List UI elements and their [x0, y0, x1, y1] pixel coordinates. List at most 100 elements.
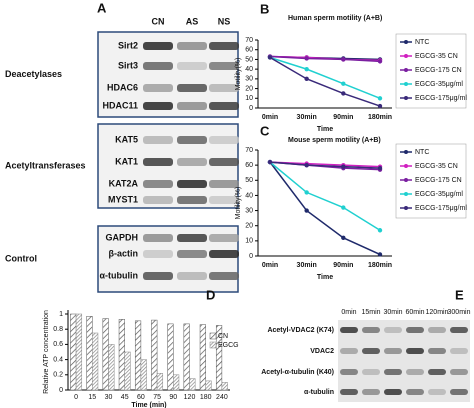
row-label: GAPDH [105, 232, 138, 242]
blot-band [177, 136, 207, 144]
bar [215, 325, 223, 391]
blot-band [209, 272, 239, 280]
y-tick-label: 10 [245, 95, 253, 102]
bar [167, 323, 174, 391]
blot-band [143, 158, 173, 166]
blot-band [209, 42, 239, 50]
blot-band [406, 348, 424, 354]
legend-marker [404, 206, 408, 210]
blot-band [209, 234, 239, 242]
data-point [304, 208, 309, 213]
y-tick-label: 0.4 [53, 356, 63, 363]
data-point [341, 91, 346, 96]
blot-band [362, 389, 380, 395]
panel-label: A [97, 0, 107, 15]
row-label: HDAC6 [107, 82, 138, 92]
bar [102, 318, 109, 391]
y-tick-label: 0.6 [53, 341, 63, 348]
series-line [269, 56, 381, 107]
group-label: Control [5, 253, 37, 263]
bar [86, 316, 93, 391]
blot-band [362, 348, 380, 354]
y-tick-label: 0 [59, 387, 63, 394]
blot-band [406, 389, 424, 395]
column-label: NS [218, 16, 231, 26]
bar [134, 320, 142, 391]
column-label: AS [186, 16, 199, 26]
column-label: 30min [383, 309, 402, 316]
bar [183, 323, 190, 391]
legend-marker [404, 150, 408, 154]
blot-band [428, 327, 446, 333]
x-tick-label: 90 [169, 394, 177, 401]
y-tick-label: 1 [59, 311, 63, 318]
row-label: MYST1 [108, 194, 138, 204]
data-point [341, 57, 346, 62]
legend-swatch [209, 341, 217, 349]
x-tick-label: 45 [121, 394, 129, 401]
row-label: Sirt2 [118, 40, 138, 50]
row-label: Sirt3 [118, 60, 138, 70]
y-tick-label: 10 [245, 238, 253, 245]
blot-band [384, 369, 402, 375]
y-tick-label: 0.8 [53, 326, 63, 333]
bar [108, 344, 115, 391]
blot-band [177, 84, 207, 92]
y-tick-label: 40 [245, 66, 253, 73]
row-label: α-tubulin [304, 389, 334, 396]
series-line [269, 55, 381, 63]
blot-band [450, 389, 468, 395]
bar [124, 351, 131, 391]
blot-band [177, 180, 207, 188]
blot-band [143, 234, 173, 242]
bar [92, 332, 99, 391]
blot-band [143, 84, 173, 92]
blot-band [177, 272, 207, 280]
row-label: KAT5 [115, 134, 138, 144]
blot-band [340, 369, 358, 375]
blot-band [340, 389, 358, 395]
x-tick-label: 90min [333, 262, 353, 269]
legend-label: NTC [415, 39, 429, 46]
blot-band [406, 327, 424, 333]
column-label: CN [152, 16, 165, 26]
legend-marker [404, 68, 408, 72]
x-tick-label: 30min [297, 114, 317, 121]
bar [199, 324, 206, 391]
series-line [269, 161, 381, 231]
y-tick-label: 40 [245, 192, 253, 199]
bar [156, 373, 164, 391]
x-tick-label: 30min [297, 262, 317, 269]
blot-band [340, 327, 358, 333]
blot-band [428, 369, 446, 375]
blot-background [338, 320, 470, 402]
column-label: 60min [405, 309, 424, 316]
legend-label: EGCG-35μg/ml [415, 191, 463, 198]
x-tick-label: 0 [74, 394, 78, 401]
y-tick-label: 0 [249, 105, 253, 112]
blot-band [143, 62, 173, 70]
x-tick-label: 180min [368, 114, 392, 121]
group-label: Deacetylases [5, 69, 62, 79]
panel-label: B [260, 1, 269, 16]
data-point [304, 76, 309, 82]
blot-band [384, 389, 402, 395]
blot-band [177, 250, 207, 258]
row-label: KAT1 [115, 156, 138, 166]
x-tick-label: 240 [216, 394, 228, 401]
legend-label: EGCG-35μg/ml [415, 81, 463, 88]
blot-band [428, 389, 446, 395]
series-line [269, 161, 381, 168]
y-tick-label: 60 [245, 47, 253, 54]
blot-band [209, 102, 239, 110]
blot-band [209, 250, 239, 258]
column-label: 120min [426, 309, 449, 316]
y-tick-label: 0.2 [53, 372, 63, 379]
row-label: β-actin [109, 248, 139, 258]
data-point [377, 103, 383, 109]
legend-marker [404, 192, 408, 196]
y-tick-label: 70 [245, 37, 253, 44]
blot-band [143, 250, 173, 258]
legend-label: CN [218, 333, 228, 340]
column-label: 15min [361, 309, 380, 316]
